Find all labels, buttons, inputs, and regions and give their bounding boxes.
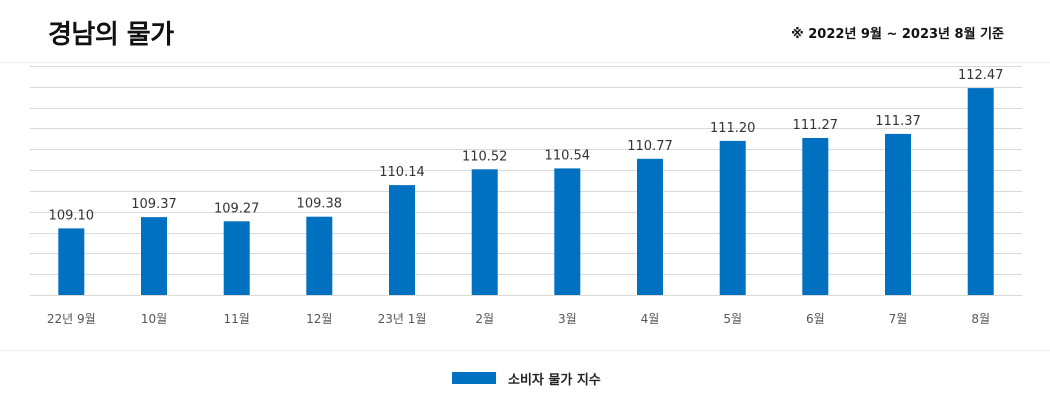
bar-chart: 109.10 22년 9월 109.37 10월 109.27 11월 109.38 12월 1… — [30, 66, 1022, 326]
data-label: 109.27 — [214, 201, 260, 216]
data-label: 110.54 — [545, 148, 591, 163]
x-tick-label: 2월 — [475, 312, 494, 326]
legend-label: 소비자 물가 지수 — [508, 372, 601, 388]
bar[interactable] — [719, 140, 746, 295]
bar[interactable] — [223, 221, 250, 295]
x-tick-label: 5월 — [723, 312, 742, 326]
x-tick-label: 7월 — [889, 312, 908, 326]
x-tick-label: 23년 1월 — [378, 312, 427, 326]
data-label: 109.37 — [131, 197, 177, 212]
data-label: 110.52 — [462, 149, 508, 164]
bar[interactable] — [554, 168, 581, 295]
x-tick-label: 3월 — [558, 312, 577, 326]
bar[interactable] — [58, 228, 85, 295]
bar[interactable] — [471, 169, 498, 295]
data-label: 110.77 — [627, 139, 673, 154]
data-label: 109.38 — [297, 197, 343, 212]
x-tick-label: 12월 — [306, 312, 332, 326]
data-label: 111.37 — [875, 114, 921, 129]
chart-area: 109.10 22년 9월 109.37 10월 109.27 11월 109.38 12월 1… — [0, 62, 1050, 350]
bar[interactable] — [141, 217, 167, 295]
data-label: 112.47 — [958, 68, 1004, 83]
bar[interactable] — [967, 88, 994, 295]
data-label: 109.10 — [49, 208, 95, 223]
bar[interactable] — [885, 133, 911, 295]
data-label: 111.27 — [793, 118, 839, 133]
x-tick-label: 11월 — [224, 312, 250, 326]
legend[interactable]: 소비자 물가 지수 — [452, 368, 601, 388]
bar[interactable] — [802, 138, 829, 295]
x-tick-label: 8월 — [971, 312, 990, 326]
data-label: 110.14 — [379, 165, 425, 180]
bar[interactable] — [306, 216, 333, 295]
chart-divider — [0, 350, 1050, 351]
data-label: 111.20 — [710, 121, 756, 136]
x-tick-label: 10월 — [141, 312, 167, 326]
bar[interactable] — [637, 158, 663, 295]
chart-title: 경남의 물가 — [48, 20, 174, 50]
bar[interactable] — [389, 185, 415, 295]
x-tick-label: 22년 9월 — [47, 312, 96, 326]
period-note: ※ 2022년 9월 ~ 2023년 8월 기준 — [791, 27, 1004, 42]
legend-swatch — [452, 372, 496, 384]
x-tick-label: 4월 — [641, 312, 660, 326]
x-tick-label: 6월 — [806, 312, 825, 326]
chart-header: 경남의 물가 ※ 2022년 9월 ~ 2023년 8월 기준 — [0, 0, 1050, 63]
